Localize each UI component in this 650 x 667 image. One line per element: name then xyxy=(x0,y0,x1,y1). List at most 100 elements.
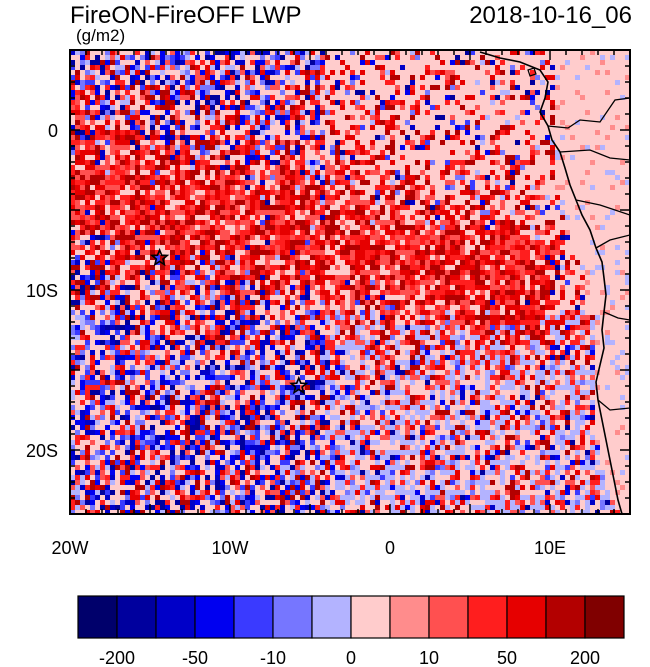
field-cell xyxy=(550,360,555,365)
field-cell xyxy=(575,215,580,220)
field-cell xyxy=(175,150,180,155)
field-cell xyxy=(300,355,305,360)
field-cell xyxy=(430,345,435,350)
field-cell xyxy=(505,175,510,180)
field-cell xyxy=(390,315,395,320)
field-cell xyxy=(225,195,230,200)
field-cell xyxy=(345,370,350,375)
field-cell xyxy=(205,200,210,205)
field-cell xyxy=(340,250,345,255)
field-cell xyxy=(160,100,165,105)
field-cell xyxy=(125,385,130,390)
field-cell xyxy=(500,340,505,345)
field-cell xyxy=(490,295,495,300)
field-cell xyxy=(365,310,370,315)
field-cell xyxy=(85,140,90,145)
field-cell xyxy=(570,135,575,140)
field-cell xyxy=(195,110,200,115)
field-cell xyxy=(570,395,575,400)
field-cell xyxy=(230,55,235,60)
field-cell xyxy=(390,270,395,275)
field-cell xyxy=(560,135,565,140)
field-cell xyxy=(210,230,215,235)
field-cell xyxy=(165,210,170,215)
field-cell xyxy=(360,360,365,365)
field-cell xyxy=(370,230,375,235)
field-cell xyxy=(290,80,295,85)
field-cell xyxy=(455,100,460,105)
field-cell xyxy=(195,90,200,95)
field-cell xyxy=(175,210,180,215)
field-cell xyxy=(625,325,630,330)
field-cell xyxy=(435,85,440,90)
field-cell xyxy=(375,105,380,110)
field-cell xyxy=(130,325,135,330)
field-cell xyxy=(310,185,315,190)
field-cell xyxy=(565,325,570,330)
field-cell xyxy=(115,330,120,335)
field-cell xyxy=(400,290,405,295)
field-cell xyxy=(245,320,250,325)
field-cell xyxy=(75,195,80,200)
field-cell xyxy=(75,100,80,105)
field-cell xyxy=(160,315,165,320)
field-cell xyxy=(350,195,355,200)
field-cell xyxy=(365,235,370,240)
field-cell xyxy=(465,235,470,240)
field-cell xyxy=(375,65,380,70)
field-cell xyxy=(410,240,415,245)
field-cell xyxy=(315,225,320,230)
field-cell xyxy=(310,330,315,335)
field-cell xyxy=(70,200,75,205)
field-cell xyxy=(455,290,460,295)
field-cell xyxy=(310,135,315,140)
field-cell xyxy=(455,355,460,360)
field-cell xyxy=(290,225,295,230)
field-cell xyxy=(190,315,195,320)
field-cell xyxy=(175,310,180,315)
field-cell xyxy=(230,185,235,190)
field-cell xyxy=(100,320,105,325)
field-cell xyxy=(395,360,400,365)
field-cell xyxy=(355,160,360,165)
field-cell xyxy=(475,150,480,155)
field-cell xyxy=(510,275,515,280)
field-cell xyxy=(435,75,440,80)
field-cell xyxy=(440,355,445,360)
field-cell xyxy=(555,345,560,350)
field-cell xyxy=(485,185,490,190)
field-cell xyxy=(155,205,160,210)
field-cell xyxy=(270,315,275,320)
field-cell xyxy=(455,340,460,345)
field-cell xyxy=(205,170,210,175)
field-cell xyxy=(480,285,485,290)
field-cell xyxy=(80,225,85,230)
field-cell xyxy=(605,310,610,315)
field-cell xyxy=(205,315,210,320)
field-cell xyxy=(290,100,295,105)
field-cell xyxy=(380,245,385,250)
field-cell xyxy=(505,385,510,390)
field-cell xyxy=(390,80,395,85)
field-cell xyxy=(535,275,540,280)
field-cell xyxy=(355,335,360,340)
field-cell xyxy=(170,340,175,345)
field-cell xyxy=(575,385,580,390)
field-cell xyxy=(170,60,175,65)
field-cell xyxy=(535,230,540,235)
field-cell xyxy=(395,125,400,130)
field-cell xyxy=(310,115,315,120)
field-cell xyxy=(105,295,110,300)
field-cell xyxy=(365,95,370,100)
field-cell xyxy=(325,240,330,245)
field-cell xyxy=(80,170,85,175)
field-cell xyxy=(100,375,105,380)
field-cell xyxy=(370,340,375,345)
field-cell xyxy=(460,290,465,295)
field-cell xyxy=(475,205,480,210)
field-cell xyxy=(85,300,90,305)
field-cell xyxy=(605,70,610,75)
field-cell xyxy=(495,350,500,355)
field-cell xyxy=(290,190,295,195)
field-cell xyxy=(175,240,180,245)
